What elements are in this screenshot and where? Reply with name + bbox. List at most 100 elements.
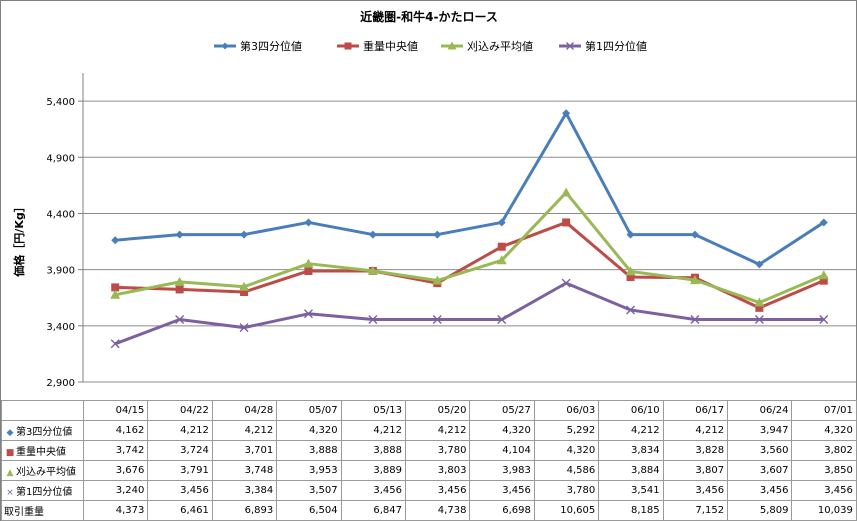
- data-label: 3,748: [211, 460, 278, 481]
- data-point: [819, 315, 829, 325]
- data-label: 3,507: [276, 480, 342, 501]
- data-point: [626, 273, 635, 282]
- data-label: 4,212: [662, 420, 729, 441]
- data-label: 3,947: [727, 420, 793, 441]
- legend-item: 第3四分位値: [214, 39, 302, 53]
- table-corner: [1, 400, 84, 421]
- table-row: × 第1四分位値 3,240 3,456 3,384 3,507 3,456 3,456 3,4…: [1, 480, 857, 501]
- data-point: [755, 260, 764, 269]
- data-point: [240, 230, 249, 239]
- data-point: [239, 323, 249, 333]
- data-label: 3,456: [147, 480, 213, 501]
- x-tick-label: 05/20: [405, 400, 471, 421]
- data-point: [689, 275, 700, 285]
- data-point: [447, 41, 457, 50]
- data-point: [818, 270, 829, 280]
- data-label: 3,807: [662, 460, 729, 481]
- data-point: [562, 218, 571, 227]
- row-label: ◆ 第3四分位値: [1, 420, 84, 441]
- row-label: ▲ 刈込み平均値: [1, 460, 84, 481]
- data-point: [175, 315, 185, 325]
- data-point: [497, 242, 506, 251]
- legend-label: 刈込み平均値: [467, 40, 533, 53]
- table-row: ■ 重量中央値 3,742 3,724 3,701 3,888 3,888 3,780 4,10…: [1, 440, 857, 461]
- data-point: [304, 218, 313, 227]
- data-point: [303, 258, 314, 268]
- data-label: 4,320: [276, 420, 342, 441]
- data-label: 4,212: [598, 420, 664, 441]
- data-label: 3,803: [405, 460, 471, 481]
- row-label: × 第1四分位値: [1, 480, 84, 501]
- table-header-row: 04/15 04/22 04/28 05/07 05/13 05/20 05/27 06/03…: [1, 400, 857, 421]
- x-tick-label: 07/01: [791, 400, 857, 421]
- legend-label: 第3四分位値: [240, 39, 302, 53]
- data-label: 4,320: [469, 420, 535, 441]
- data-label: 3,701: [211, 440, 278, 461]
- data-label: 3,888: [340, 440, 407, 461]
- data-label: 3,889: [340, 460, 407, 481]
- data-label: 3,456: [469, 480, 535, 501]
- y-tick-label: 4,400: [46, 209, 75, 220]
- series-line: [114, 191, 825, 305]
- x-tick-label: 05/07: [276, 400, 342, 421]
- data-point: [110, 289, 121, 299]
- data-point: [754, 315, 764, 325]
- y-tick-label: 4,900: [46, 153, 75, 164]
- legend-key-icon: ■: [5, 448, 15, 458]
- data-label: 4,586: [533, 460, 600, 481]
- data-label: 3,828: [662, 440, 729, 461]
- series-2: [111, 218, 828, 312]
- legend-key-icon: ◆: [6, 428, 14, 438]
- data-label: 3,541: [598, 480, 664, 501]
- plot-area: [110, 109, 829, 349]
- data-label: 4,738: [405, 500, 471, 521]
- data-point: [344, 42, 352, 50]
- data-label: 4,320: [533, 440, 600, 461]
- data-point: [497, 315, 507, 325]
- x-tick-label: 04/15: [82, 400, 149, 421]
- data-point: [690, 315, 700, 325]
- data-label: 5,809: [727, 500, 793, 521]
- data-point: [754, 297, 765, 307]
- x-tick-label: 06/24: [727, 400, 793, 421]
- x-tick-label: 04/28: [211, 400, 278, 421]
- x-tick-label: 06/17: [662, 400, 729, 421]
- data-point: [111, 283, 120, 292]
- data-label: 3,676: [82, 460, 149, 481]
- data-label: 4,212: [211, 420, 278, 441]
- data-label: 3,560: [727, 440, 793, 461]
- row-label-text: 刈込み平均値: [16, 467, 76, 478]
- data-label: 6,504: [276, 500, 342, 521]
- data-label: 3,456: [405, 480, 471, 501]
- x-tick-label: 05/27: [469, 400, 535, 421]
- data-label: 3,456: [662, 480, 729, 501]
- data-label: 3,742: [82, 440, 149, 461]
- data-label: 3,456: [340, 480, 407, 501]
- data-table: 04/15 04/22 04/28 05/07 05/13 05/20 05/27 06/03…: [1, 400, 857, 521]
- data-label: 3,780: [533, 480, 600, 501]
- data-point: [240, 287, 249, 296]
- data-label: 3,802: [791, 440, 857, 461]
- data-point: [625, 266, 636, 276]
- x-tick-label: 04/22: [147, 400, 213, 421]
- data-point: [368, 230, 377, 239]
- table-row: ▲ 刈込み平均値 3,676 3,791 3,748 3,953 3,889 3,803 3,9…: [1, 460, 857, 481]
- data-label: 3,850: [791, 460, 857, 481]
- data-label: 8,185: [598, 500, 664, 521]
- data-point: [566, 42, 574, 50]
- y-axis-label: 価格［円/Kg］: [12, 201, 26, 277]
- legend: 第3四分位値 重量中央値 刈込み平均値 第1四分位値: [214, 39, 647, 53]
- y-tick-label: 2,900: [46, 378, 75, 389]
- legend-item: 刈込み平均値: [441, 40, 533, 53]
- x-tick-label: 06/03: [533, 400, 600, 421]
- data-point: [562, 109, 571, 118]
- data-label: 3,384: [211, 480, 278, 501]
- data-label: 5,292: [533, 420, 600, 441]
- legend-item: 第1四分位値: [559, 39, 647, 53]
- data-label: 3,607: [727, 460, 793, 481]
- series-line: [114, 281, 824, 346]
- data-point: [175, 285, 184, 294]
- data-label: 6,698: [469, 500, 535, 521]
- data-point: [303, 309, 313, 319]
